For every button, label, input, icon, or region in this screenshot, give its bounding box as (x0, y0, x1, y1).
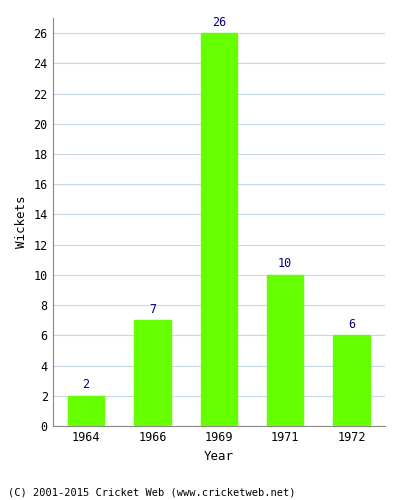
Text: 26: 26 (212, 16, 226, 28)
Y-axis label: Wickets: Wickets (15, 196, 28, 248)
X-axis label: Year: Year (204, 450, 234, 462)
Bar (267, 275, 304, 426)
Text: 2: 2 (82, 378, 90, 392)
Bar (134, 320, 171, 426)
Text: (C) 2001-2015 Cricket Web (www.cricketweb.net): (C) 2001-2015 Cricket Web (www.cricketwe… (8, 488, 296, 498)
Text: 10: 10 (278, 258, 292, 270)
Text: 7: 7 (149, 303, 156, 316)
Bar (200, 33, 237, 426)
Bar (333, 336, 370, 426)
Text: 6: 6 (348, 318, 355, 331)
Bar (68, 396, 104, 426)
